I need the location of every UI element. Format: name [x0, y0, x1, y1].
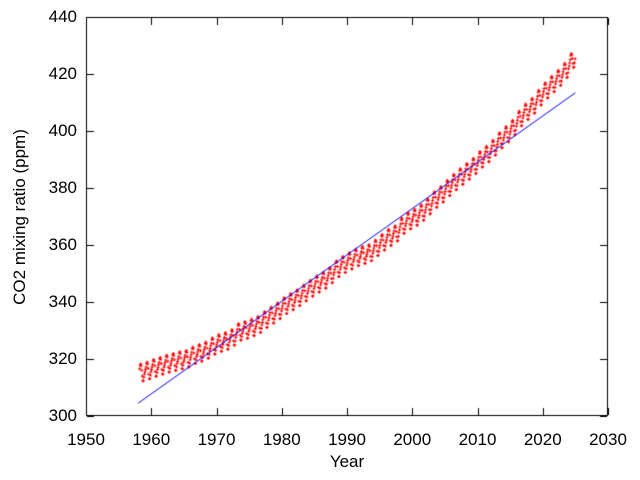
y-tick-label: 320 — [48, 349, 77, 368]
x-axis-label: Year — [329, 452, 365, 471]
y-tick-label: 340 — [48, 292, 77, 311]
y-tick-label: 400 — [48, 121, 77, 140]
x-tick-label: 1990 — [328, 430, 366, 449]
y-tick-label: 380 — [48, 178, 77, 197]
x-tick-label: 2030 — [589, 430, 627, 449]
x-tick-label: 2000 — [393, 430, 432, 449]
x-tick-label: 2020 — [523, 430, 562, 449]
y-tick-label: 420 — [48, 64, 77, 83]
y-axis-label: CO2 mixing ratio (ppm) — [10, 129, 29, 305]
x-tick-label: 1970 — [197, 430, 236, 449]
y-tick-label: 360 — [48, 235, 77, 254]
y-tick-label: 300 — [48, 406, 77, 425]
x-tick-label: 1960 — [132, 430, 171, 449]
x-tick-label: 2010 — [458, 430, 497, 449]
y-tick-label: 440 — [48, 7, 77, 26]
x-tick-label: 1950 — [67, 430, 105, 449]
x-tick-label: 1980 — [262, 430, 301, 449]
